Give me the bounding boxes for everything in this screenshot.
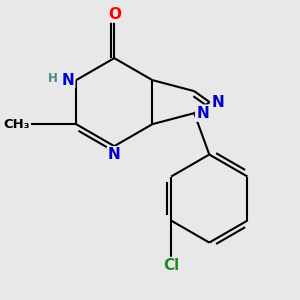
Text: N: N — [61, 73, 74, 88]
Text: Cl: Cl — [163, 258, 179, 273]
Text: CH₃: CH₃ — [3, 118, 30, 131]
Text: N: N — [108, 147, 121, 162]
Text: O: O — [108, 7, 121, 22]
Text: N: N — [196, 106, 209, 121]
Text: H: H — [48, 73, 58, 85]
Text: N: N — [212, 94, 225, 110]
